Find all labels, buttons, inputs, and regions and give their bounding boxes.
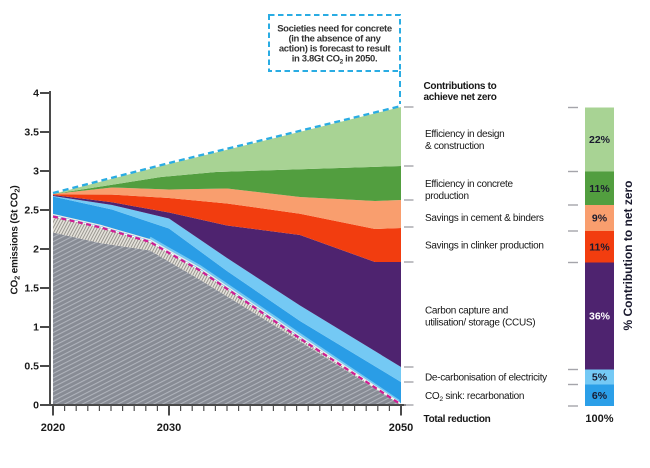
svg-text:0: 0 bbox=[33, 400, 39, 412]
svg-text:Societies need for concrete: Societies need for concrete bbox=[277, 24, 392, 35]
svg-text:De-carbonisation of electricit: De-carbonisation of electricity bbox=[425, 373, 547, 384]
svg-text:11%: 11% bbox=[589, 183, 610, 195]
svg-text:production: production bbox=[425, 191, 469, 202]
svg-text:CO2 emissions (Gt CO2): CO2 emissions (Gt CO2) bbox=[10, 185, 22, 294]
svg-text:Total reduction: Total reduction bbox=[424, 414, 491, 425]
svg-text:6%: 6% bbox=[592, 390, 608, 402]
svg-text:2050: 2050 bbox=[389, 422, 413, 434]
svg-text:2020: 2020 bbox=[41, 422, 65, 434]
svg-text:11%: 11% bbox=[589, 242, 610, 254]
svg-text:36%: 36% bbox=[589, 311, 611, 323]
svg-text:100%: 100% bbox=[585, 413, 613, 425]
svg-text:4: 4 bbox=[33, 88, 39, 100]
svg-text:Efficiency in design: Efficiency in design bbox=[425, 129, 504, 140]
svg-text:% Contribution to net zero: % Contribution to net zero bbox=[621, 181, 635, 331]
svg-text:(in the absence of any: (in the absence of any bbox=[288, 34, 381, 45]
svg-text:5%: 5% bbox=[592, 372, 608, 384]
svg-text:1: 1 bbox=[33, 322, 39, 334]
svg-text:22%: 22% bbox=[589, 134, 611, 146]
svg-text:3: 3 bbox=[33, 166, 39, 178]
svg-text:utilisation/ storage (CCUS): utilisation/ storage (CCUS) bbox=[425, 318, 535, 329]
svg-text:2030: 2030 bbox=[157, 422, 181, 434]
svg-text:Contributions to: Contributions to bbox=[424, 81, 497, 92]
svg-text:Efficiency in concrete: Efficiency in concrete bbox=[425, 179, 513, 190]
svg-text:action) is forecast to result: action) is forecast to result bbox=[279, 44, 391, 55]
svg-text:Savings in clinker production: Savings in clinker production bbox=[425, 241, 544, 252]
svg-text:1.5: 1.5 bbox=[24, 283, 39, 295]
svg-text:Carbon capture and: Carbon capture and bbox=[425, 306, 508, 317]
svg-text:9%: 9% bbox=[592, 213, 608, 225]
svg-text:achieve net zero: achieve net zero bbox=[424, 92, 497, 103]
svg-text:in 3.8Gt CO2 in 2050.: in 3.8Gt CO2 in 2050. bbox=[292, 54, 378, 66]
svg-text:3.5: 3.5 bbox=[24, 127, 39, 139]
svg-text:0.5: 0.5 bbox=[24, 361, 39, 373]
svg-text:2: 2 bbox=[33, 244, 39, 256]
svg-text:2.5: 2.5 bbox=[24, 205, 39, 217]
svg-text:CO2 sink: recarbonation: CO2 sink: recarbonation bbox=[425, 391, 524, 403]
svg-text:& construction: & construction bbox=[425, 141, 484, 152]
svg-text:Savings in cement & binders: Savings in cement & binders bbox=[425, 213, 544, 224]
